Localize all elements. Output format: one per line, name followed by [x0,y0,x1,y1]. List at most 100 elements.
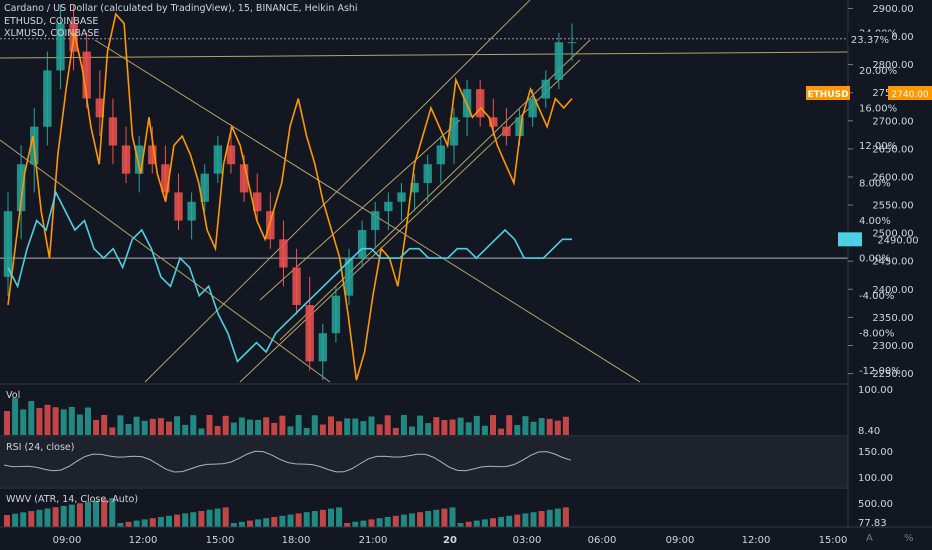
volume-bar [101,415,108,435]
volume-bar [352,418,359,435]
time-tick-label: 21:00 [359,535,388,546]
wwv-bar [93,500,100,527]
price-tick-label: 2650.00 [872,144,913,155]
wwv-bar [376,518,383,527]
percent-tick-label: 0.00% [859,254,891,265]
rsi-pane-fill [0,437,848,487]
price-tick-label: 2500.00 [872,229,913,240]
current-pct-box [848,31,892,46]
wwv-bar [60,505,67,527]
price-tick-label: 2550.00 [872,201,913,212]
candle-body [305,305,314,362]
time-tick-label: 15:00 [819,535,848,546]
volume-bar [182,424,189,435]
wwv-bar [263,518,270,527]
time-tick-label: 06:00 [588,535,617,546]
rsi-line [3,450,572,473]
wwv-bar [198,511,205,527]
volume-bar [562,416,569,435]
legend-main[interactable]: Cardano / US Dollar (calculated by Tradi… [4,3,358,14]
wwv-bar [238,521,245,527]
volume-bar [344,418,351,435]
volume-bar [117,415,124,435]
wwv-bar [344,523,351,527]
wwv-bar [101,499,108,527]
volume-bar [376,424,383,435]
wwv-bar [125,521,132,527]
volume-bar [465,422,472,435]
volume-bar [400,415,407,435]
volume-bar [384,415,391,435]
wwv-bar [36,509,43,527]
volume-bar [230,422,237,435]
volume-bar [514,425,521,435]
wwv-bar [109,498,116,527]
volume-bar [125,423,132,435]
wwv-bar [12,513,19,527]
wwv-bar [174,514,181,527]
eth-value-box [888,86,932,100]
time-tick-label: 03:00 [513,535,542,546]
volume-bar [149,418,156,435]
current-pct-text: 23.37% [851,35,889,46]
wwv-bar [44,508,51,527]
wwv-bar [562,507,569,527]
wwv-pane-label[interactable]: WWV (ATR, 14, Close, Auto) [6,494,139,505]
overlay-lines [7,12,573,381]
volume-bar [206,415,213,435]
wwv-bar [546,509,553,527]
wwv-bar [311,511,318,527]
wwv-bar [441,508,448,527]
candle-body [161,164,170,193]
wwv-bar [352,521,359,527]
wwv-bar [514,514,521,527]
candle-body [502,126,511,137]
wwv-bar [449,507,456,527]
wwv-bar [20,512,27,527]
candle-body [239,164,249,193]
percent-tick-label: 8.00% [859,179,891,190]
percent-scale-button[interactable]: % [904,533,914,544]
trendline [279,39,591,341]
wwv-bar [392,515,399,527]
wwv-bar [149,518,156,527]
candle-body [95,98,105,118]
volume-bar [409,426,415,435]
wwv-bar [4,515,10,527]
candle-body [200,173,209,202]
wwv-bar [319,509,326,527]
wwv-bar [522,513,529,527]
legend-xlm[interactable]: XLMUSD, COINBASE [4,28,100,39]
eth-label-text: ETHUSD [807,90,848,100]
candle-body [357,229,367,259]
wwv-bar [255,519,262,527]
wwv-bar [400,514,407,527]
candle-body [449,117,459,146]
candles [3,4,577,381]
candle-body [436,145,446,165]
price-tick-label: 2350.00 [872,313,913,324]
legend-eth[interactable]: ETHUSD, COINBASE [4,16,99,27]
wwv-bar [498,517,505,527]
candle-body [344,258,354,296]
vol-pane-label[interactable]: Vol [6,390,21,401]
candle-body [371,211,380,230]
rsi-pane-label[interactable]: RSI (24, close) [6,442,75,453]
wwv-bar [473,520,480,527]
volume-bar [76,414,83,435]
wwv-bar [433,509,440,527]
wwv-bar [481,519,488,527]
candle-body [279,239,288,268]
trendline [94,39,641,383]
auto-scale-button[interactable]: A [866,533,873,544]
volume-bar [12,398,19,435]
candle-body [108,117,118,146]
wwv-bar [457,523,464,527]
percent-tick-label: -8.00% [859,329,894,340]
volume-bar [157,418,164,435]
volume-bar [441,420,448,435]
volume-bar [457,417,464,435]
volume-bar [190,415,197,435]
percent-tick-label: 4.00% [859,216,891,227]
